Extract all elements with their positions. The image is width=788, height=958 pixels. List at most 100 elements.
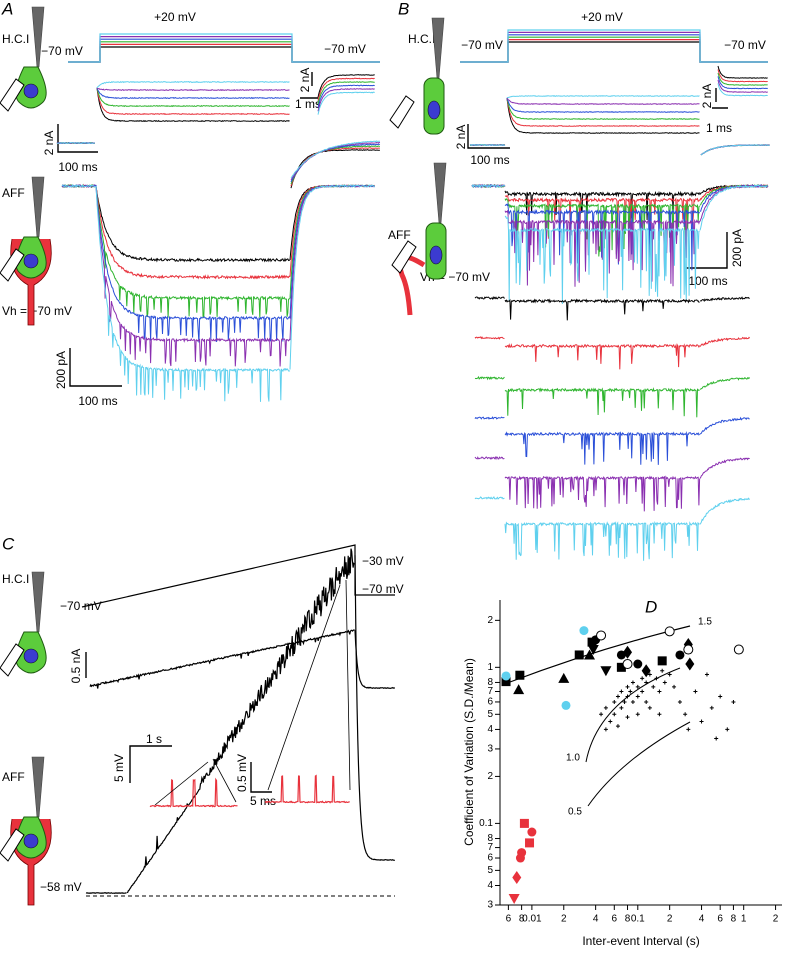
trace [264,774,350,804]
point [685,657,695,671]
x-tick-label: 1 [741,914,747,925]
pipette [31,571,45,633]
trace [504,430,700,465]
resting-label: −58 mV [40,880,82,894]
scale-label: 5 mV [112,754,126,782]
point [718,694,723,699]
point [675,650,685,660]
trace [717,76,768,90]
fit-label: 1.0 [566,753,580,764]
x-tick-label: 8 [731,914,737,925]
x-tick-label: 2 [773,914,779,925]
trace [504,194,701,242]
point [733,644,744,655]
y-tick-label: 4 [487,724,493,735]
point [651,684,656,689]
point [625,684,630,689]
point [603,727,608,732]
recording-pipette [0,248,25,282]
scale-label: 200 pA [730,229,744,267]
trace [717,69,768,83]
point [725,727,730,732]
point [619,689,624,694]
point [657,656,667,666]
point [615,694,620,699]
point [699,719,704,724]
x-tick-label: 6 [506,914,512,925]
trace [149,777,238,808]
fit-curve [587,721,691,807]
traces [56,29,770,895]
scale-label: 100 ms [78,394,117,408]
trace [506,98,700,134]
trace [95,186,291,280]
point [672,684,677,689]
point [615,724,620,729]
trace [354,630,395,690]
x-tick-label: 0.1 [631,914,645,925]
trace [96,87,290,100]
ramp-voltage: −30 mV [362,554,404,568]
point [704,672,709,677]
y-tick-label: 0.1 [479,818,493,829]
scale-bar [686,232,728,269]
point [525,838,535,848]
scale-label: 1 ms [295,97,321,111]
fit-label: 1.5 [698,617,712,628]
trace [290,145,380,185]
x-tick-label: 2 [561,914,567,925]
scale-bar [69,348,122,387]
point [633,659,643,669]
x-tick-label: 6 [612,914,618,925]
trace [504,210,701,287]
scale-label: 200 pA [54,351,68,389]
trace [700,144,770,156]
nucleus [23,648,39,664]
trace [700,144,770,156]
voltage-step [68,33,380,63]
panel-label: B [398,0,409,18]
trace [506,95,700,99]
trace [474,295,505,301]
trace [504,298,700,321]
trace [96,87,290,116]
trace [699,416,750,435]
point [625,715,630,720]
trace [699,184,769,212]
y-tick-label: 2 [487,615,493,626]
x-tick-label: 4 [699,914,705,925]
voltage-ramp [81,544,395,608]
point [657,712,662,717]
trace [506,97,700,105]
nucleus [429,245,443,265]
trace [504,190,701,221]
point [622,659,633,670]
trace [290,140,381,179]
voltage-step [460,34,768,63]
point [714,736,719,741]
point [612,712,617,717]
trace [317,77,375,101]
scale-bar [712,88,728,109]
trace [699,336,751,347]
y-tick-label: 2 [487,771,493,782]
point [561,700,571,710]
trace [354,555,395,861]
point [584,649,596,660]
trace [96,87,290,108]
aff-label: AFF [2,186,25,200]
point [558,672,570,683]
point [513,684,525,695]
scale-label: 100 ms [470,153,509,167]
trace [506,98,700,113]
trace [96,80,290,89]
point [654,676,659,681]
holding-voltage: −70 mV [41,44,83,58]
y-tick-label: 5 [487,709,493,720]
trace [717,83,768,97]
scale-bar [300,72,318,99]
holding-label: Vh = −70 mV [2,304,72,318]
trace [474,336,505,340]
trace [504,343,701,370]
